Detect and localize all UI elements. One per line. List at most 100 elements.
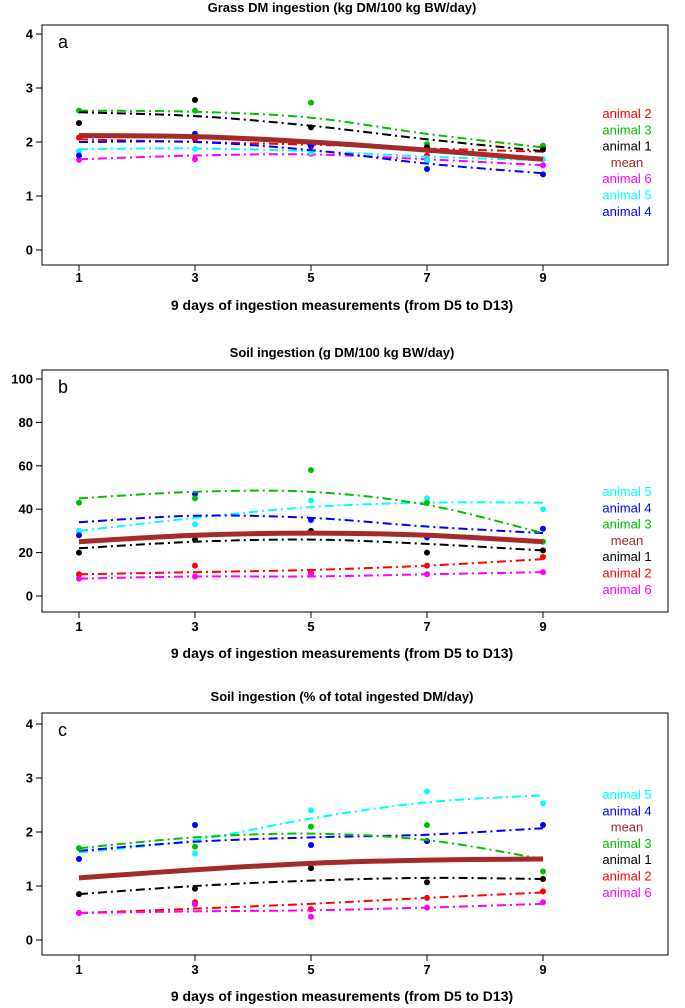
chart-panel-a: Grass DM ingestion (kg DM/100 kg BW/day)… [26, 0, 669, 313]
chart-title: Soil ingestion (g DM/100 kg BW/day) [230, 345, 455, 360]
x-tick-label: 1 [75, 962, 82, 977]
y-tick-label: 0 [26, 243, 33, 258]
data-point [192, 573, 198, 580]
data-point [76, 845, 82, 852]
y-tick-label: 0 [26, 589, 33, 604]
x-tick-label: 5 [307, 962, 314, 977]
data-point [424, 495, 430, 502]
legend-entry: animal 5 [602, 787, 651, 802]
data-point [308, 913, 314, 920]
legend-entry: animal 4 [602, 500, 651, 515]
data-point [308, 841, 314, 848]
data-point [308, 571, 314, 578]
data-point [540, 899, 546, 906]
data-point [424, 571, 430, 578]
fit-line [78, 501, 544, 532]
data-point [192, 495, 198, 502]
fit-line [78, 902, 544, 914]
y-tick-label: 2 [26, 135, 33, 150]
series-animal-4 [76, 130, 546, 178]
data-point [540, 888, 546, 895]
panel-label: c [58, 720, 67, 740]
data-point [424, 157, 430, 164]
legend-entry: animal 1 [602, 549, 651, 564]
legend-entry: animal 1 [602, 852, 651, 867]
fit-line [78, 140, 544, 175]
legend-entry: animal 6 [602, 171, 651, 186]
series-animal-4 [76, 821, 546, 862]
data-point [192, 521, 198, 528]
x-tick-label: 1 [75, 619, 82, 634]
y-tick-label: 80 [19, 415, 33, 430]
x-tick-label: 3 [191, 270, 198, 285]
series-mean [78, 856, 544, 881]
data-point [424, 549, 430, 556]
data-point [424, 879, 430, 886]
data-point [76, 571, 82, 578]
data-point [308, 823, 314, 830]
data-point [424, 894, 430, 901]
y-tick-label: 60 [19, 458, 33, 473]
legend-entry: animal 2 [602, 106, 651, 121]
y-tick-label: 1 [26, 189, 33, 204]
y-tick-label: 3 [26, 771, 33, 786]
x-tick-label: 9 [539, 619, 546, 634]
series-animal-3 [76, 467, 546, 545]
data-point [424, 562, 430, 569]
y-tick-label: 4 [26, 717, 34, 732]
data-point [540, 146, 546, 153]
y-tick-label: 1 [26, 879, 33, 894]
x-tick-label: 9 [539, 962, 546, 977]
data-point [192, 885, 198, 892]
data-point [424, 499, 430, 506]
legend-entry: animal 2 [602, 566, 651, 581]
data-point [308, 99, 314, 106]
legend-entry: animal 4 [602, 803, 651, 818]
data-point [308, 467, 314, 474]
data-point [540, 821, 546, 828]
data-point [76, 910, 82, 916]
legend-entry: mean [611, 533, 644, 548]
data-point [192, 843, 198, 850]
panel-label: b [58, 377, 68, 397]
data-point [192, 901, 198, 908]
series-mean [78, 530, 544, 545]
series-animal-3 [76, 821, 546, 875]
data-point [540, 171, 546, 178]
data-point [424, 821, 430, 828]
data-point [308, 517, 314, 524]
legend-entry: mean [611, 820, 644, 835]
fit-line [78, 538, 544, 552]
fit-line [78, 891, 544, 914]
data-point [192, 96, 198, 103]
chart-title: Grass DM ingestion (kg DM/100 kg BW/day) [208, 0, 477, 15]
data-point [540, 868, 546, 875]
data-point [540, 547, 546, 554]
chart-panel-b: Soil ingestion (g DM/100 kg BW/day) b 0 20 4… [11, 345, 669, 661]
data-point [308, 124, 314, 131]
data-point [76, 499, 82, 506]
fit-line [78, 827, 544, 852]
data-point [424, 788, 430, 795]
data-point [308, 807, 314, 814]
x-axis-label: 9 days of ingestion measurements (from D… [171, 297, 513, 313]
legend-entry: animal 4 [602, 204, 651, 219]
data-point [540, 875, 546, 882]
data-point [540, 800, 546, 807]
y-tick-label: 40 [19, 502, 33, 517]
x-axis-label: 9 days of ingestion measurements (from D… [171, 645, 513, 661]
x-axis-label: 9 days of ingestion measurements (from D… [171, 988, 513, 1004]
data-point [76, 120, 82, 127]
fit-line [78, 109, 544, 149]
x-tick-label: 7 [423, 619, 430, 634]
data-point [192, 850, 198, 857]
legend-entry: animal 2 [602, 869, 651, 884]
plot-frame [41, 712, 669, 956]
fit-line [78, 489, 544, 535]
data-point [76, 532, 82, 539]
series-mean [78, 133, 544, 162]
data-point [424, 904, 430, 911]
y-tick-label: 20 [19, 545, 33, 560]
